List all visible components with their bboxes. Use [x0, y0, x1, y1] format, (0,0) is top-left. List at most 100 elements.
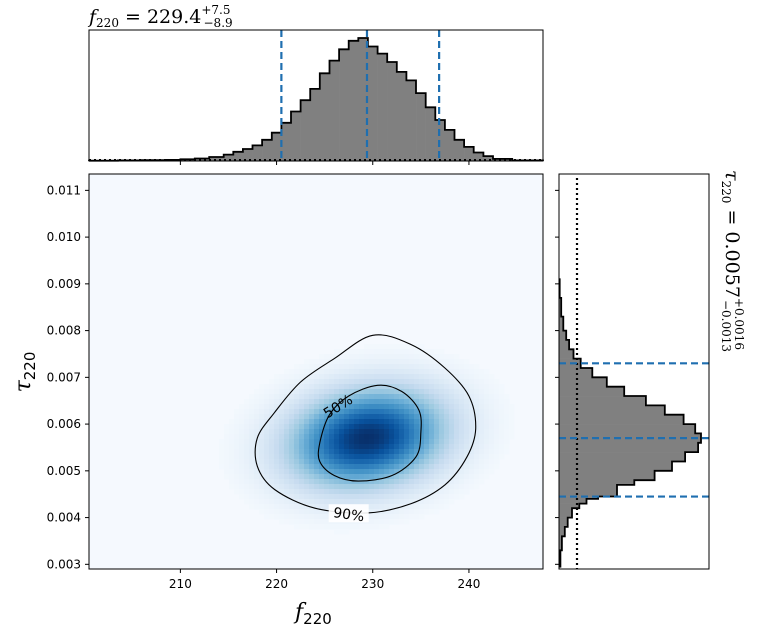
density-cell-184 — [264, 499, 270, 505]
density-cell-503 — [314, 519, 320, 525]
density-cell-1383 — [439, 454, 445, 460]
density-cell-600 — [329, 479, 335, 485]
density-cell-1559 — [469, 464, 475, 470]
density-cell-1136 — [404, 414, 410, 420]
density-cell-1496 — [459, 419, 465, 425]
density-cell-1573 — [474, 409, 480, 415]
density-cell-48 — [239, 404, 245, 410]
density-cell-387 — [299, 449, 305, 455]
density-cell-1074 — [394, 464, 400, 470]
density-cell-342 — [294, 389, 300, 395]
density-cell-223 — [274, 409, 280, 415]
density-cell-270 — [279, 499, 285, 505]
density-cell-1617 — [484, 394, 490, 400]
density-cell-197 — [269, 424, 275, 430]
density-cell-556 — [324, 434, 330, 440]
density-cell-492 — [314, 464, 320, 470]
density-cell-873 — [369, 379, 375, 385]
density-cell-803 — [359, 399, 365, 405]
density-cell-1603 — [479, 439, 485, 445]
density-cell-1349 — [434, 449, 440, 455]
density-cell-129 — [254, 479, 260, 485]
density-cell-595 — [329, 454, 335, 460]
density-cell-1464 — [454, 399, 460, 405]
density-cell-598 — [329, 469, 335, 475]
density-cell-723 — [349, 359, 355, 365]
density-cell-491 — [314, 459, 320, 465]
density-cell-1591 — [479, 379, 485, 385]
density-cell-1621 — [484, 414, 490, 420]
density-cell-901 — [369, 519, 375, 525]
density-cell-1684 — [499, 444, 505, 450]
density-cell-878 — [369, 404, 375, 410]
density-cell-1537 — [464, 484, 470, 490]
density-cell-578 — [329, 369, 335, 375]
y-tick-label-0.011: 0.011 — [47, 183, 81, 197]
density-cell-537 — [319, 514, 325, 520]
right-frame — [558, 173, 710, 570]
density-cell-1340 — [434, 404, 440, 410]
density-cell-1077 — [394, 479, 400, 485]
density-cell-390 — [299, 464, 305, 470]
density-cell-426 — [304, 474, 310, 480]
density-cell-89 — [249, 399, 255, 405]
density-cell-1491 — [459, 394, 465, 400]
density-cell-1151 — [404, 489, 410, 495]
density-cell-574 — [324, 524, 330, 530]
density-cell-661 — [339, 419, 345, 425]
density-cell-1041 — [389, 479, 395, 485]
density-cell-925 — [374, 454, 380, 460]
density-cell-176 — [264, 459, 270, 465]
density-cell-1081 — [394, 499, 400, 505]
density-cell-1295 — [424, 509, 430, 515]
density-cell-258 — [279, 439, 285, 445]
top-bar-17 — [319, 73, 330, 161]
density-cell-792 — [354, 524, 360, 530]
x-tick-label-240: 240 — [457, 577, 480, 591]
density-cell-833 — [364, 364, 370, 370]
density-cell-457 — [309, 459, 315, 465]
density-cell-1579 — [474, 439, 480, 445]
density-cell-356 — [294, 459, 300, 465]
density-cell-1601 — [479, 429, 485, 435]
density-cell-39 — [234, 449, 240, 455]
density-cell-1581 — [474, 449, 480, 455]
density-cell-504 — [314, 524, 320, 530]
density-cell-808 — [359, 424, 365, 430]
density-cell-1521 — [464, 404, 470, 410]
density-cell-555 — [324, 429, 330, 435]
density-cell-1658 — [494, 399, 500, 405]
density-cell-1686 — [499, 454, 505, 460]
density-cell-557 — [324, 439, 330, 445]
density-cell-1535 — [464, 474, 470, 480]
density-cell-733 — [349, 409, 355, 415]
density-cell-146 — [259, 439, 265, 445]
density-cell-170 — [264, 429, 270, 435]
density-cell-1088 — [399, 354, 405, 360]
density-cell-1615 — [484, 384, 490, 390]
density-cell-247 — [279, 384, 285, 390]
density-cell-1016 — [389, 354, 395, 360]
y-tick-label-0.008: 0.008 — [47, 324, 81, 338]
density-cell-207 — [269, 474, 275, 480]
density-cell-1032 — [389, 434, 395, 440]
density-cell-1262 — [419, 514, 425, 520]
density-cell-1010 — [384, 509, 390, 515]
density-cell-1526 — [464, 429, 470, 435]
density-cell-472 — [314, 364, 320, 370]
density-cell-1538 — [464, 489, 470, 495]
density-cell-194 — [269, 409, 275, 415]
density-cell-1425 — [449, 354, 455, 360]
density-cell-1490 — [459, 389, 465, 395]
density-cell-966 — [379, 474, 385, 480]
density-cell-389 — [299, 459, 305, 465]
density-cell-539 — [319, 524, 325, 530]
density-cell-1198 — [414, 369, 420, 375]
density-cell-991 — [384, 414, 390, 420]
density-cell-1127 — [404, 369, 410, 375]
density-cell-1285 — [424, 459, 430, 465]
density-cell-1264 — [424, 354, 430, 360]
density-cell-706 — [344, 459, 350, 465]
density-cell-397 — [299, 499, 305, 505]
density-cell-1172 — [409, 414, 415, 420]
